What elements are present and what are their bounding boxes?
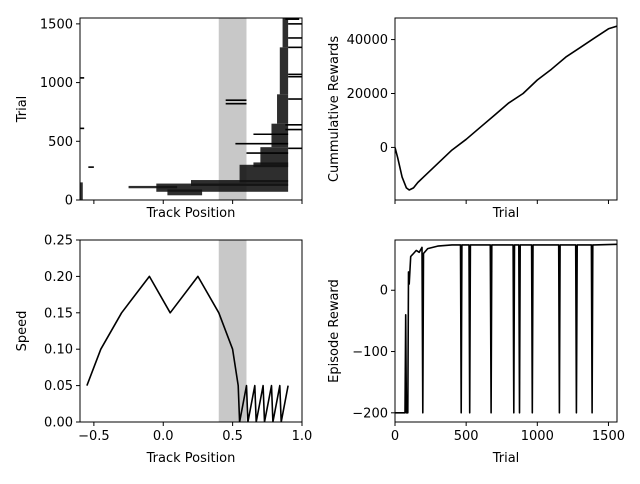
y-tick-label: 0 (380, 284, 388, 299)
x-axis-label: Track Position (146, 206, 236, 221)
trajectory-band (80, 182, 83, 200)
series-line (86, 275, 289, 422)
x-tick-label: 1.0 (292, 429, 313, 444)
panel-cumulative-rewards: 0 20000 40000 Trial Cummulative Rewards (327, 17, 618, 221)
axes-frame (394, 239, 618, 423)
data-layer (80, 18, 302, 200)
y-tick-label: 1000 (40, 76, 73, 91)
y-tick-label: 0 (380, 141, 388, 156)
trajectory-band (253, 162, 289, 168)
series-line (395, 25, 617, 191)
data-layer (395, 25, 617, 191)
data-layer (86, 240, 289, 422)
y-tick-label: −100 (352, 345, 388, 360)
trajectory-band (277, 94, 289, 124)
y-tick-label: 500 (48, 135, 73, 150)
y-axis-label: Trial (15, 96, 30, 124)
series-line (395, 243, 617, 414)
y-tick-label: 0.10 (44, 343, 73, 358)
axes-frame (79, 17, 303, 201)
x-tick-label: 1500 (592, 429, 625, 444)
axes-frame (394, 17, 618, 201)
data-layer (395, 243, 617, 414)
y-tick-label: 1500 (40, 17, 73, 32)
trajectory-band (271, 123, 289, 148)
panel-episode-reward: −200 −100 0 0 500 1000 1500 Trial Episode Reward (327, 239, 625, 466)
trajectory-band (128, 185, 178, 189)
y-tick-label: 20000 (347, 87, 388, 102)
panel-speed-vs-track: 0.00 0.05 0.10 0.15 0.20 0.25 −0.5 0.0 0.5 1.0 Tra… (15, 234, 312, 467)
x-tick-label: 0.0 (153, 429, 174, 444)
trajectory-band (279, 47, 289, 95)
x-axis-label: Track Position (146, 451, 236, 466)
x-axis-label: Trial (492, 451, 520, 466)
y-tick-label: 0.05 (44, 379, 73, 394)
y-tick-label: 0.20 (44, 270, 73, 285)
trajectory-band (260, 147, 289, 165)
trajectory-band (282, 18, 289, 48)
y-tick-label: 0.00 (44, 416, 73, 431)
x-axis-label: Trial (492, 206, 520, 221)
trajectory-band (191, 180, 289, 186)
trajectory-band (239, 164, 289, 183)
y-axis-label: Episode Reward (327, 279, 342, 383)
y-tick-label: −200 (352, 406, 388, 421)
y-axis-label: Speed (15, 311, 30, 352)
y-tick-label: 0.25 (44, 234, 73, 249)
y-tick-label: 0.15 (44, 306, 73, 321)
x-tick-label: 500 (454, 429, 479, 444)
y-tick-label: 40000 (347, 33, 388, 48)
trajectory-band (167, 189, 203, 196)
goal-region-shading (218, 240, 247, 422)
y-tick-label: 0 (65, 194, 73, 209)
x-tick-label: 1000 (521, 429, 554, 444)
x-tick-label: 0 (391, 429, 399, 444)
y-axis-label: Cummulative Rewards (327, 36, 342, 182)
trajectory-band (156, 183, 289, 192)
x-tick-label: 0.5 (222, 429, 243, 444)
x-tick-label: −0.5 (78, 429, 110, 444)
panel-trial-vs-track: 0 500 1000 1500 Track Position Trial (15, 17, 303, 221)
axes-frame (79, 239, 303, 423)
